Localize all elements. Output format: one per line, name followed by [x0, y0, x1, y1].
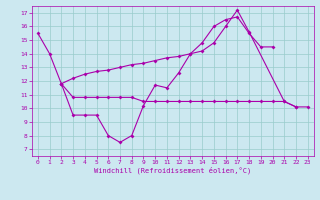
X-axis label: Windchill (Refroidissement éolien,°C): Windchill (Refroidissement éolien,°C): [94, 167, 252, 174]
